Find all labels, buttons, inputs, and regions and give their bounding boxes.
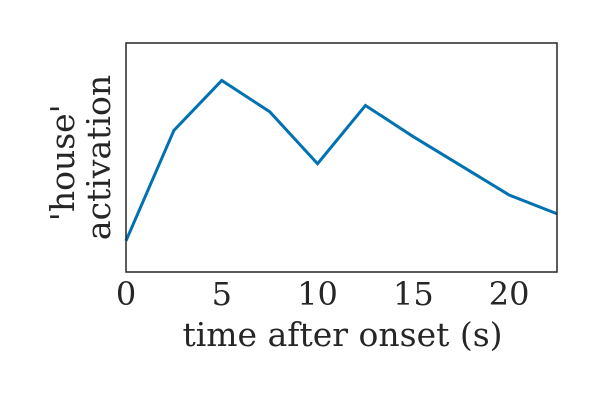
x-tick-label: 5	[212, 275, 232, 313]
x-tick-label: 0	[116, 275, 136, 313]
y-axis-label-line-1: 'house'	[43, 104, 82, 221]
y-axis-label-line-2: activation	[79, 75, 118, 240]
x-axis-ticks: 0 5 10 15 20	[116, 275, 530, 313]
x-tick-label: 20	[489, 275, 530, 313]
x-tick-label: 10	[297, 275, 338, 313]
x-tick-label: 15	[393, 275, 434, 313]
y-axis-label: 'house' activation	[43, 75, 118, 240]
plot-marks	[124, 78, 558, 242]
plot-frame	[125, 42, 558, 273]
series-line-0	[124, 78, 558, 242]
x-axis-label: time after onset (s)	[182, 315, 502, 354]
